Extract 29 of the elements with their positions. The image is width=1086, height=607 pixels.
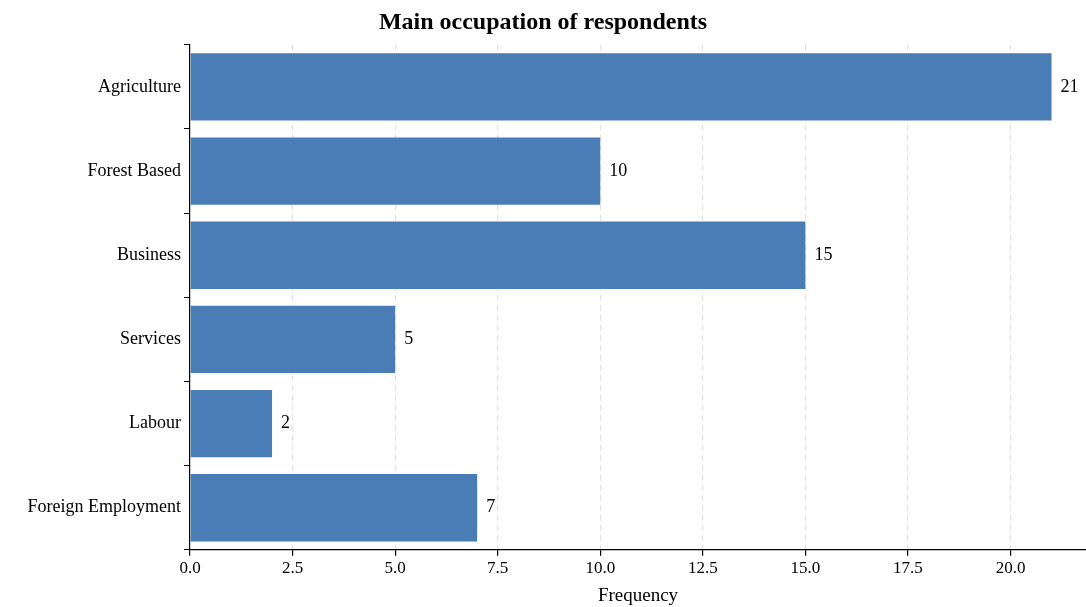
x-tick-label: 2.5 — [281, 558, 304, 578]
x-tick-label: 5.0 — [384, 558, 406, 578]
y-tick-label: Forest Based — [87, 159, 181, 180]
x-tick-label: 12.5 — [687, 558, 718, 578]
bar — [190, 53, 1052, 121]
x-tick-label: 0.0 — [179, 558, 201, 578]
data-label: 21 — [1060, 75, 1079, 96]
x-tick-label: 17.5 — [893, 558, 923, 578]
data-label: 10 — [609, 159, 628, 180]
bar — [190, 389, 273, 458]
y-tick-label: Foreign Employment — [27, 496, 181, 517]
data-label: 15 — [814, 243, 833, 264]
x-tick-label: 10.0 — [585, 558, 616, 578]
y-tick-label: Labour — [129, 412, 181, 433]
bar — [190, 137, 601, 205]
x-tick-label: 20.0 — [995, 558, 1026, 578]
data-label: 7 — [486, 496, 496, 517]
x-tick-label: 15.0 — [790, 558, 821, 578]
y-tick-label: Services — [120, 328, 181, 349]
bar — [190, 221, 806, 289]
data-label: 5 — [404, 328, 414, 349]
x-axis-title: Frequency — [597, 583, 679, 605]
y-tick-label: Agriculture — [98, 75, 182, 96]
bar — [190, 305, 396, 374]
y-tick-label: Business — [116, 243, 181, 264]
chart-title: Main occupation of respondents — [378, 7, 708, 34]
data-label: 2 — [281, 412, 291, 433]
x-tick-label: 7.5 — [487, 558, 509, 578]
bar — [190, 474, 478, 542]
